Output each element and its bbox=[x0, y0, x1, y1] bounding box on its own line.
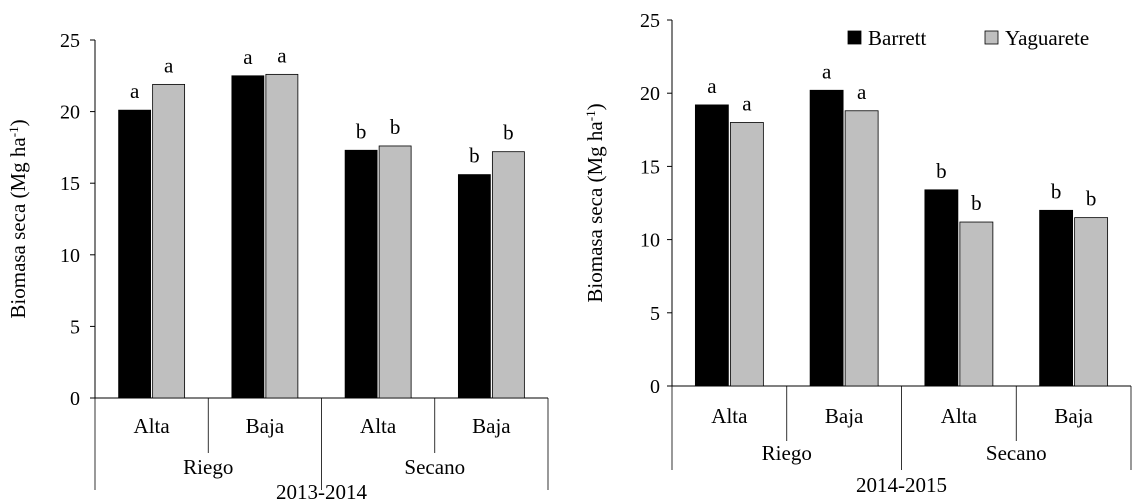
bar-yaguarete bbox=[844, 110, 879, 387]
y-axis-title-main: Biomasa seca (Mg ha bbox=[583, 121, 607, 303]
legend-label: Yaguarete bbox=[1005, 26, 1089, 50]
significance-letter: a bbox=[857, 80, 867, 104]
significance-letter: a bbox=[130, 79, 140, 103]
significance-letter: b bbox=[1086, 187, 1097, 211]
bar-yaguarete bbox=[152, 83, 186, 399]
period-label: 2014-2015 bbox=[856, 473, 947, 497]
significance-letter: b bbox=[936, 159, 947, 183]
y-tick-label: 15 bbox=[60, 173, 80, 195]
group-label: Secano bbox=[986, 441, 1047, 465]
significance-letter: b bbox=[469, 144, 480, 168]
significance-letter: a bbox=[822, 59, 832, 83]
significance-letter: a bbox=[742, 91, 752, 115]
y-axis-title-close: ) bbox=[583, 103, 607, 110]
significance-letter: b bbox=[1051, 179, 1062, 203]
y-tick-label: 10 bbox=[60, 245, 80, 267]
bar-barrett bbox=[924, 189, 959, 387]
significance-letter: a bbox=[707, 74, 717, 98]
legend: Barrett Yaguarete bbox=[847, 26, 1089, 50]
y-axis-title-sup: -1 bbox=[583, 110, 598, 121]
y-tick-label: 5 bbox=[70, 316, 80, 338]
bar-barrett bbox=[231, 75, 265, 399]
bar-barrett bbox=[457, 174, 491, 399]
y-tick-label: 5 bbox=[650, 303, 660, 325]
bar-yaguarete bbox=[265, 73, 299, 399]
y-axis-title: Biomasa seca (Mg ha-1) bbox=[583, 103, 608, 302]
bar-yaguarete bbox=[729, 122, 764, 387]
y-tick-label: 25 bbox=[640, 10, 660, 32]
bar-barrett bbox=[118, 109, 152, 399]
bar-barrett bbox=[1039, 209, 1074, 387]
y-axis-title: Biomasa seca (Mg ha-1) bbox=[6, 119, 31, 318]
y-axis-title-sup: -1 bbox=[6, 126, 21, 137]
x-category-label: Alta bbox=[360, 414, 397, 438]
x-category-label: Alta bbox=[941, 404, 978, 428]
x-category-label: Baja bbox=[472, 414, 511, 438]
x-category-label: Baja bbox=[1054, 404, 1093, 428]
significance-letter: b bbox=[971, 191, 982, 215]
significance-letter: a bbox=[277, 43, 287, 67]
legend-swatch-barrett bbox=[847, 30, 862, 45]
x-category-label: Baja bbox=[825, 404, 864, 428]
significance-letter: b bbox=[503, 121, 514, 145]
y-axis-title-close: ) bbox=[6, 119, 30, 126]
y-axis-title-main: Biomasa seca (Mg ha bbox=[6, 137, 30, 319]
y-tick-label: 20 bbox=[60, 102, 80, 124]
y-tick-label: 15 bbox=[640, 156, 660, 178]
group-label: Riego bbox=[762, 441, 812, 465]
bar-barrett bbox=[344, 149, 378, 399]
significance-letter: b bbox=[390, 115, 401, 139]
significance-letter: a bbox=[164, 53, 174, 77]
significance-letter: b bbox=[356, 119, 367, 143]
bar-yaguarete bbox=[491, 151, 525, 399]
legend-swatch-yaguarete bbox=[984, 30, 999, 45]
significance-letter: a bbox=[243, 45, 253, 69]
group-label: Riego bbox=[183, 455, 233, 479]
period-label: 2013-2014 bbox=[276, 480, 367, 500]
y-tick-label: 0 bbox=[70, 388, 80, 410]
y-tick-label: 0 bbox=[650, 376, 660, 398]
bar-yaguarete bbox=[1074, 217, 1109, 387]
legend-label: Barrett bbox=[868, 26, 926, 50]
x-category-label: Alta bbox=[711, 404, 748, 428]
x-category-label: Alta bbox=[134, 414, 171, 438]
y-tick-label: 25 bbox=[60, 30, 80, 52]
bar-yaguarete bbox=[378, 145, 412, 399]
group-label: Secano bbox=[404, 455, 465, 479]
y-tick-label: 10 bbox=[640, 230, 660, 252]
bar-yaguarete bbox=[959, 221, 994, 387]
bar-barrett bbox=[694, 104, 729, 387]
y-tick-label: 20 bbox=[640, 83, 660, 105]
x-category-label: Baja bbox=[246, 414, 285, 438]
bar-barrett bbox=[809, 89, 844, 387]
